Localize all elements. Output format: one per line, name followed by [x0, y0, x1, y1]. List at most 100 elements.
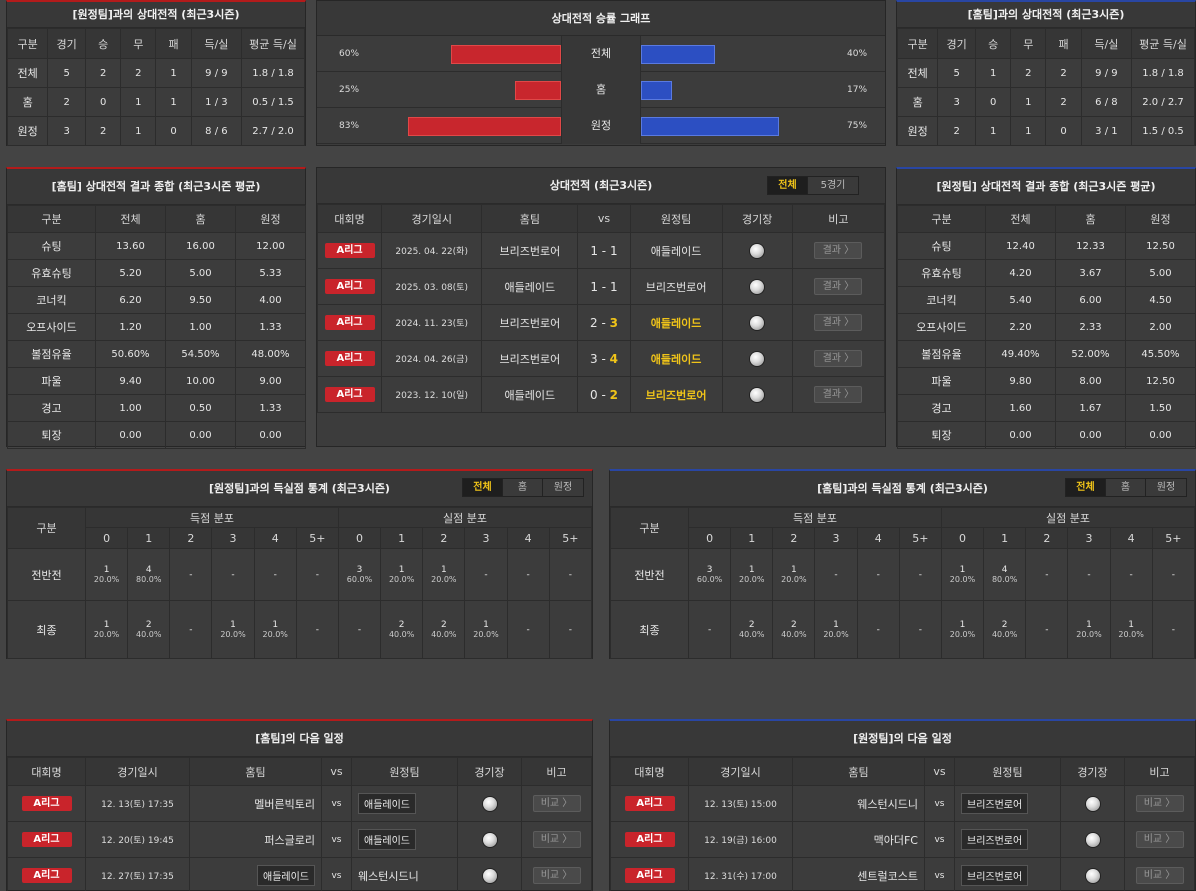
goal-col-header: 1	[730, 527, 774, 549]
goal-cell: 3 60.0%	[687, 548, 732, 601]
goal-pct: 40.0%	[388, 630, 415, 639]
league-badge[interactable]: A리그	[324, 315, 375, 330]
away-team: 브리즈번로어	[961, 829, 1029, 850]
table-row: 오프사이드 2.20 2.33 2.00	[897, 313, 1196, 341]
vs-cell: vs	[924, 785, 955, 822]
cell: 2	[1010, 58, 1047, 88]
goal-count: -	[1129, 569, 1133, 580]
result-button[interactable]: 결과 〉	[814, 314, 863, 331]
result-button[interactable]: 결과 〉	[814, 386, 863, 403]
col-header: 평균 득/실	[1131, 28, 1195, 59]
compare-button[interactable]: 비교 〉	[532, 831, 581, 848]
toggle-away[interactable]: 원정	[1156, 482, 1176, 493]
toggle-5games[interactable]: 5경기	[820, 180, 846, 191]
venue-cell	[721, 268, 793, 305]
cell: 0	[1045, 116, 1082, 146]
league-badge[interactable]: A리그	[21, 796, 72, 811]
stadium-icon[interactable]	[750, 315, 765, 330]
goal-cell: 1 20.0%	[380, 548, 424, 601]
stadium-icon[interactable]	[750, 279, 765, 294]
stadium-icon[interactable]	[482, 868, 497, 883]
league-badge[interactable]: A리그	[324, 279, 375, 294]
away-team: 애들레이드	[629, 232, 723, 269]
league-badge[interactable]: A리그	[324, 243, 375, 258]
row-label: 퇴장	[7, 421, 96, 449]
home-team: 센트럴코스트	[857, 869, 918, 883]
table-row: 슈팅 12.40 12.33 12.50	[897, 232, 1196, 260]
toggle-all[interactable]: 전체	[463, 479, 503, 496]
h2h-right-title: [홈팀]과의 상대전적 (최근3시즌)	[897, 2, 1195, 28]
cell: 3 / 1	[1080, 116, 1133, 146]
league-badge[interactable]: A리그	[21, 832, 72, 847]
col-header-home: 홈팀	[481, 204, 579, 233]
result-button[interactable]: 결과 〉	[814, 350, 863, 367]
goal-col-header: 4	[856, 527, 900, 549]
stadium-icon[interactable]	[1085, 796, 1100, 811]
result-button[interactable]: 결과 〉	[814, 242, 863, 259]
home-score: 0	[589, 387, 598, 402]
away-team: 애들레이드	[358, 793, 416, 814]
stadium-icon[interactable]	[482, 832, 497, 847]
league-badge[interactable]: A리그	[624, 832, 675, 847]
goal-pct: 60.0%	[696, 575, 723, 584]
col-header-league: 대회명	[316, 204, 383, 233]
compare-button[interactable]: 비교 〉	[532, 795, 581, 812]
goal-cell: -	[1151, 548, 1196, 601]
away-team: 브리즈번로어	[961, 793, 1029, 814]
col-header: 경기	[937, 28, 977, 59]
league-badge[interactable]: A리그	[21, 868, 72, 883]
home-team-cell: 애들레이드	[189, 857, 322, 891]
note-cell: 결과 〉	[791, 232, 886, 269]
league-badge[interactable]: A리그	[324, 351, 375, 366]
goal-cell: 2 40.0%	[730, 600, 774, 659]
row-label: 슈팅	[7, 232, 96, 260]
league-badge[interactable]: A리그	[624, 868, 675, 883]
league-cell: A리그	[7, 785, 86, 822]
toggle-all[interactable]: 전체	[768, 177, 808, 194]
goals-panel-right: [홈팀]과의 득실점 통계 (최근3시즌) 전체 홈 원정 구분 득점 분포 실점 …	[609, 469, 1196, 659]
date-cell: 12. 20(토) 19:45	[85, 821, 190, 858]
col-header: 홈	[165, 205, 236, 233]
cell: 5	[937, 58, 977, 88]
stadium-icon[interactable]	[750, 387, 765, 402]
home-team: 브리즈번로어	[481, 340, 579, 377]
league-cell: A리그	[610, 857, 689, 891]
league-badge[interactable]: A리그	[624, 796, 675, 811]
summary-right-table: 구분 전체 홈 원정 슈팅 12.40 12.33 12.50 유효슈팅 4.20 3.67 5.00…	[897, 205, 1196, 449]
col-header: 평균 득/실	[241, 28, 305, 59]
cell: 12.00	[235, 232, 306, 260]
cell: 2.0 / 2.7	[1131, 87, 1195, 117]
group-header-row: 구분 득점 분포 실점 분포	[610, 507, 1196, 549]
toggle-all[interactable]: 전체	[1066, 479, 1106, 496]
result-button[interactable]: 결과 〉	[814, 278, 863, 295]
toggle-home[interactable]: 홈	[1106, 479, 1146, 496]
compare-button[interactable]: 비교 〉	[532, 867, 581, 884]
cell: 5.00	[165, 259, 236, 287]
row-label: 원정	[6, 116, 49, 146]
stadium-icon[interactable]	[1085, 868, 1100, 883]
cell: 12.33	[1055, 232, 1126, 260]
league-badge[interactable]: A리그	[324, 387, 375, 402]
cell: 45.50%	[1125, 340, 1196, 368]
stadium-icon[interactable]	[750, 243, 765, 258]
stadium-icon[interactable]	[482, 796, 497, 811]
cell: 12.50	[1125, 232, 1196, 260]
goal-cell: 3 60.0%	[337, 548, 382, 601]
cell: 1	[1010, 116, 1047, 146]
goal-pct: 20.0%	[739, 575, 765, 584]
graph-row-label: 전체	[561, 36, 641, 72]
compare-button[interactable]: 비교 〉	[1135, 831, 1184, 848]
cell: 1.67	[1055, 394, 1126, 422]
goal-cell: 1 20.0%	[940, 600, 985, 659]
stadium-icon[interactable]	[1085, 832, 1100, 847]
goal-col-header: 0	[84, 527, 129, 549]
goal-cell: -	[856, 548, 900, 601]
winrate-graph-panel: 상대전적 승률 그래프 60% 전체 40% 25% 홈 17% 83% 원정 75%	[316, 0, 886, 146]
stadium-icon[interactable]	[750, 351, 765, 366]
label-col-header: 구분	[7, 507, 86, 549]
vs-cell: vs	[924, 857, 955, 891]
compare-button[interactable]: 비교 〉	[1135, 795, 1184, 812]
toggle-away[interactable]: 원정	[553, 482, 573, 493]
toggle-home[interactable]: 홈	[503, 479, 543, 496]
compare-button[interactable]: 비교 〉	[1135, 867, 1184, 884]
